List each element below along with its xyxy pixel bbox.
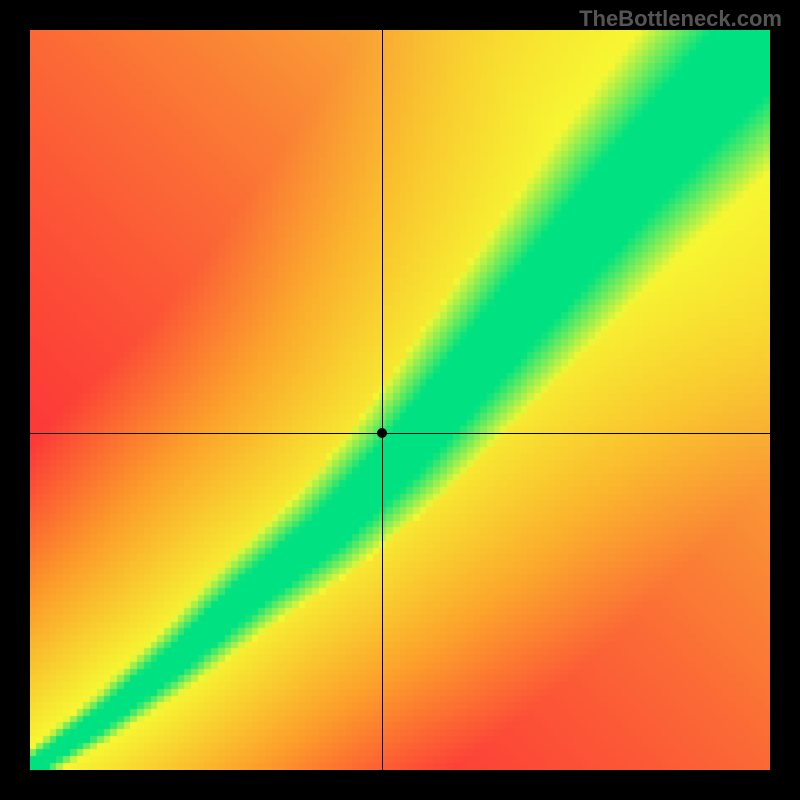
heatmap-canvas	[30, 30, 770, 770]
plot-frame	[30, 30, 770, 770]
watermark-text: TheBottleneck.com	[579, 6, 782, 32]
crosshair-marker	[377, 428, 387, 438]
crosshair-horizontal	[30, 433, 770, 434]
crosshair-vertical	[382, 30, 383, 770]
